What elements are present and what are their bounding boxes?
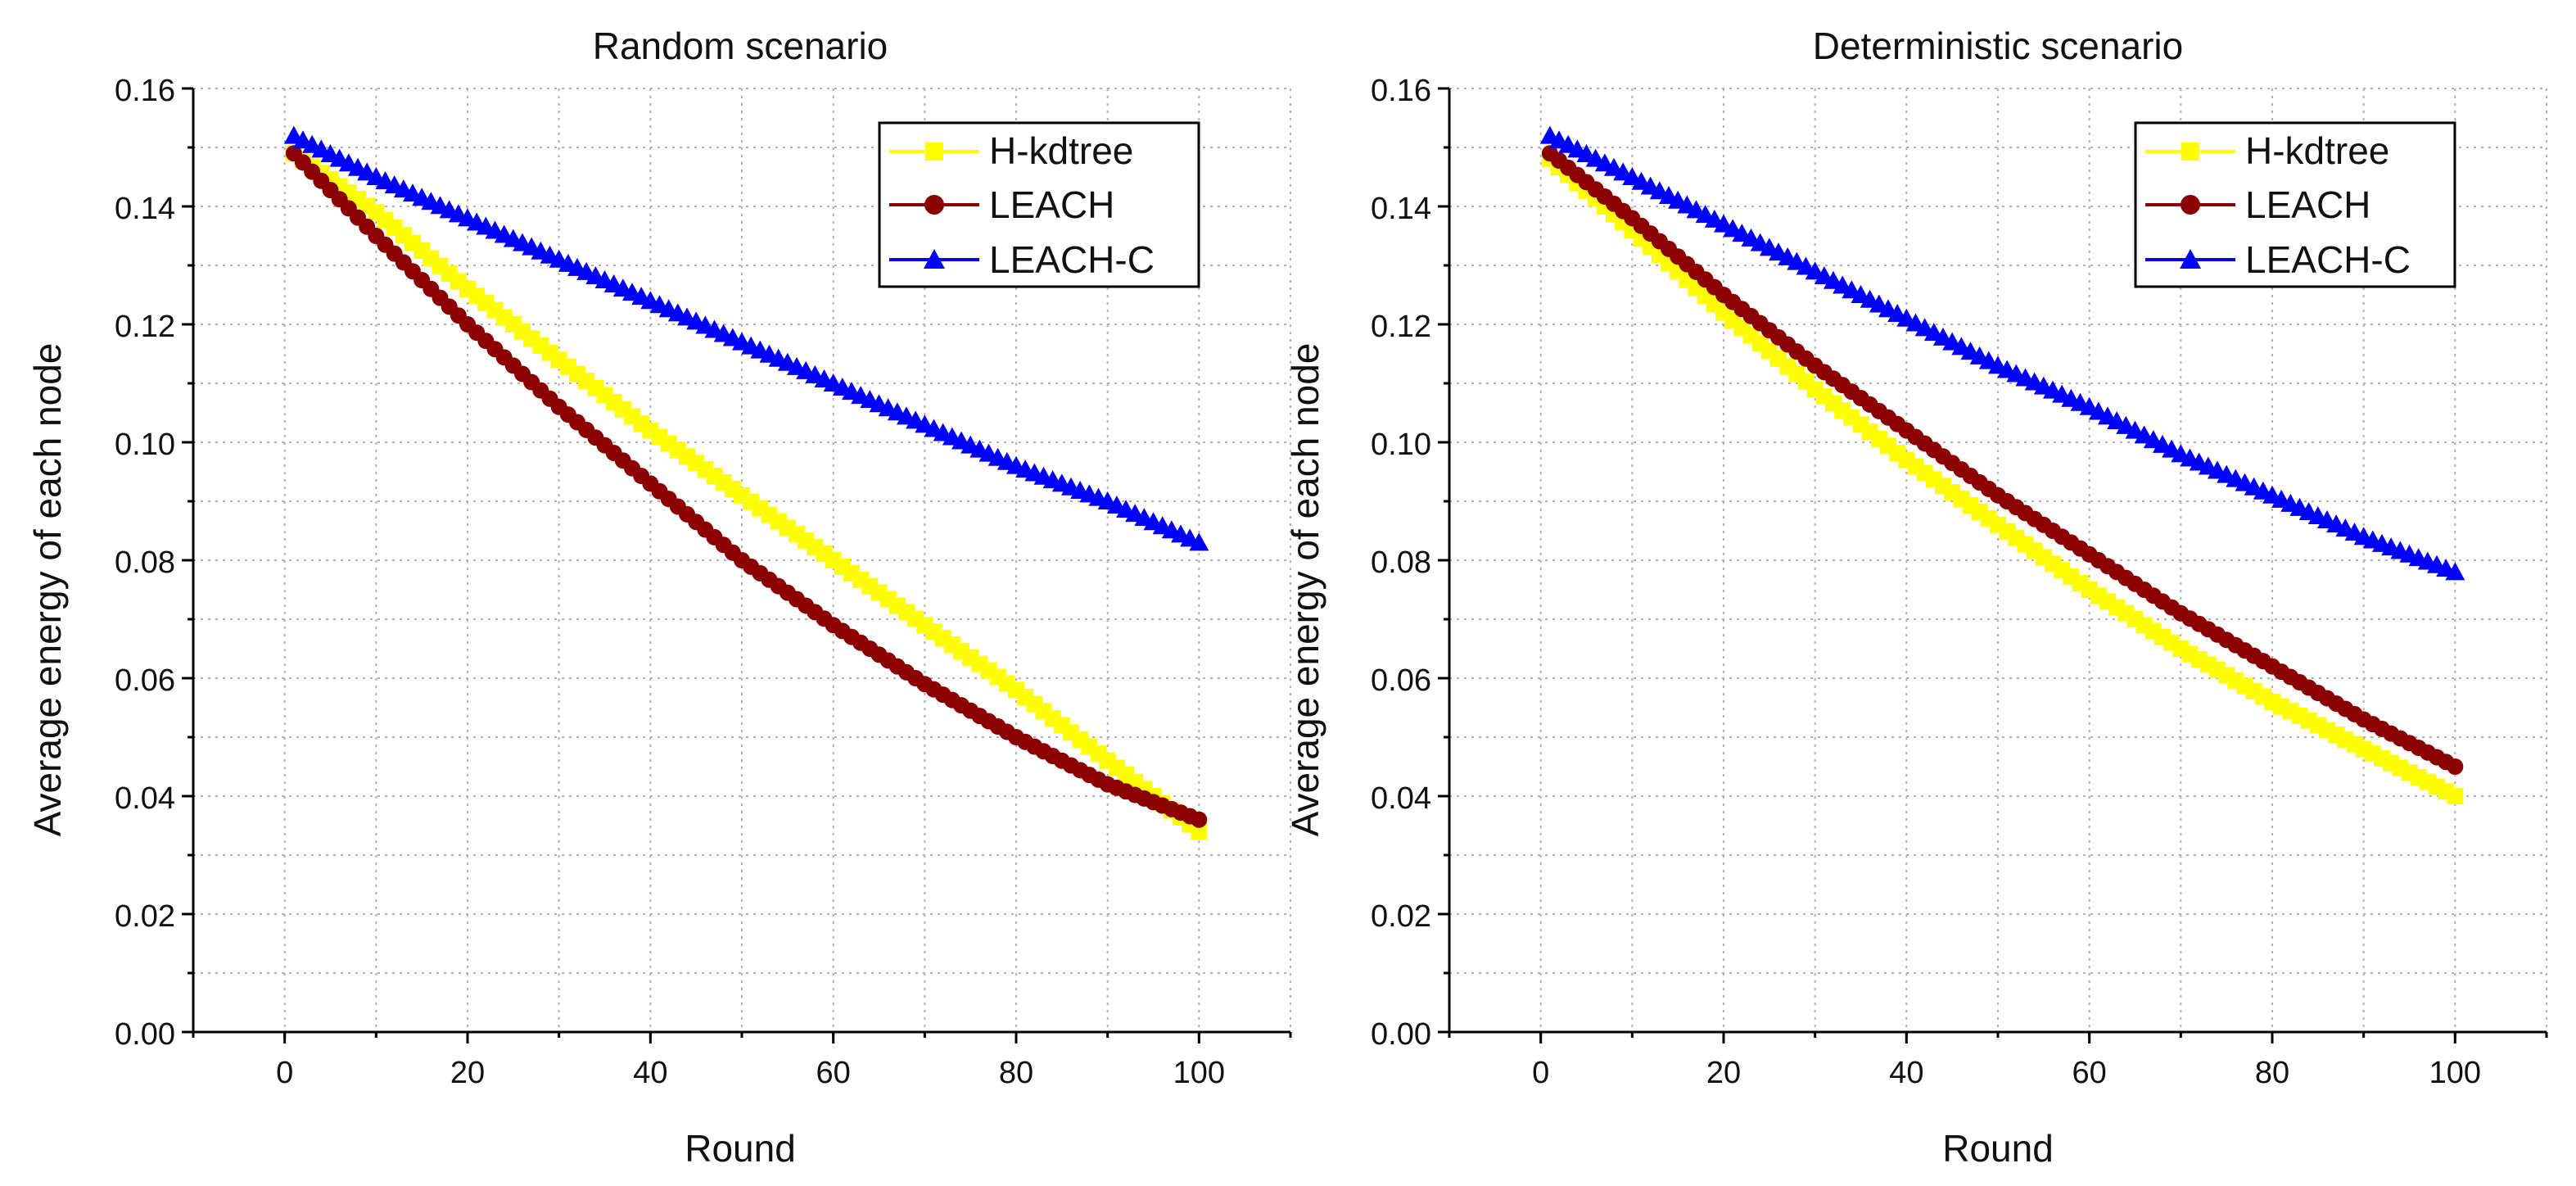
legend-marker-triangle (924, 249, 945, 269)
y-tick-label: 0.08 (115, 545, 175, 580)
x-tick-label: 40 (633, 1056, 667, 1090)
x-tick-label: 0 (276, 1056, 293, 1090)
y-tick-label: 0.10 (115, 428, 175, 462)
series-leach (1541, 145, 2464, 775)
x-tick-label: 20 (450, 1056, 485, 1090)
data-point (1191, 823, 1208, 840)
y-tick-label: 0.14 (115, 192, 175, 226)
y-tick-label: 0.02 (1371, 899, 1431, 934)
legend-label-h-kdtree: H-kdtree (989, 129, 1133, 172)
legend-label-leach: LEACH (2245, 183, 2370, 226)
data-point (2445, 562, 2465, 581)
x-tick-label: 100 (1173, 1056, 1225, 1090)
y-tick-label: 0.12 (115, 310, 175, 344)
legend-label-leach-c: LEACH-C (2245, 238, 2411, 281)
legend-marker-circle (2181, 195, 2200, 215)
data-point (1191, 811, 1208, 828)
legend-label-h-kdtree: H-kdtree (2245, 129, 2389, 172)
y-tick-label: 0.02 (115, 899, 175, 934)
x-tick-label: 80 (2255, 1056, 2289, 1090)
chart-panel-random: Random scenario Round Average energy of … (26, 25, 1292, 1170)
legend-entry-leach: LEACH (2145, 183, 2370, 226)
legend-marker-triangle (2180, 249, 2201, 269)
y-tick-label: 0.14 (1371, 192, 1431, 226)
chart-panel-deterministic: Deterministic scenario Round Average ene… (1284, 25, 2548, 1170)
series-leach (285, 145, 1208, 828)
legend-label-leach: LEACH (989, 183, 1114, 226)
x-axis-label: Round (685, 1127, 796, 1170)
legend-entry-leach-c: LEACH-C (2145, 238, 2411, 281)
x-tick-label: 40 (1889, 1056, 1923, 1090)
y-tick-label: 0.00 (1371, 1017, 1431, 1052)
y-tick-label: 0.16 (115, 74, 175, 108)
y-tick-label: 0.04 (1371, 781, 1431, 816)
x-tick-label: 80 (999, 1056, 1033, 1090)
chart-title: Deterministic scenario (1813, 25, 2183, 67)
x-tick-label: 100 (2429, 1056, 2481, 1090)
y-tick-label: 0.06 (1371, 663, 1431, 698)
data-point (2447, 788, 2464, 804)
y-tick-label: 0.10 (1371, 428, 1431, 462)
series-h-kdtree (1541, 151, 2464, 804)
y-tick-label: 0.06 (115, 663, 175, 698)
x-axis-label: Round (1942, 1127, 2054, 1170)
x-tick-label: 20 (1706, 1056, 1741, 1090)
legend-marker-square (2181, 143, 2199, 161)
legend-entry-leach-c: LEACH-C (889, 238, 1155, 281)
legend-entry-h-kdtree: H-kdtree (889, 129, 1133, 172)
y-tick-label: 0.00 (115, 1017, 175, 1052)
data-point (1189, 532, 1209, 551)
x-tick-label: 0 (1532, 1056, 1549, 1090)
chart-title: Random scenario (593, 25, 888, 67)
y-tick-label: 0.12 (1371, 310, 1431, 344)
x-tick-label: 60 (2072, 1056, 2107, 1090)
y-tick-label: 0.04 (115, 781, 175, 816)
legend: H-kdtree LEACH LEACH-C (878, 121, 1200, 288)
y-axis-label: Average energy of each node (26, 343, 69, 837)
legend-entry-h-kdtree: H-kdtree (2145, 129, 2389, 172)
legend-marker-circle (924, 195, 944, 215)
legend-marker-square (925, 143, 943, 161)
series-leach-c (1539, 125, 2465, 581)
legend: H-kdtree LEACH LEACH-C (2134, 121, 2456, 288)
legend-label-leach-c: LEACH-C (989, 238, 1155, 281)
series-h-kdtree (285, 145, 1208, 840)
y-axis-label: Average energy of each node (1284, 343, 1326, 837)
data-point (2447, 758, 2464, 775)
y-tick-label: 0.08 (1371, 545, 1431, 580)
y-tick-label: 0.16 (1371, 74, 1431, 108)
x-tick-label: 60 (816, 1056, 851, 1090)
legend-entry-leach: LEACH (889, 183, 1114, 226)
series-leach-c (283, 125, 1209, 551)
